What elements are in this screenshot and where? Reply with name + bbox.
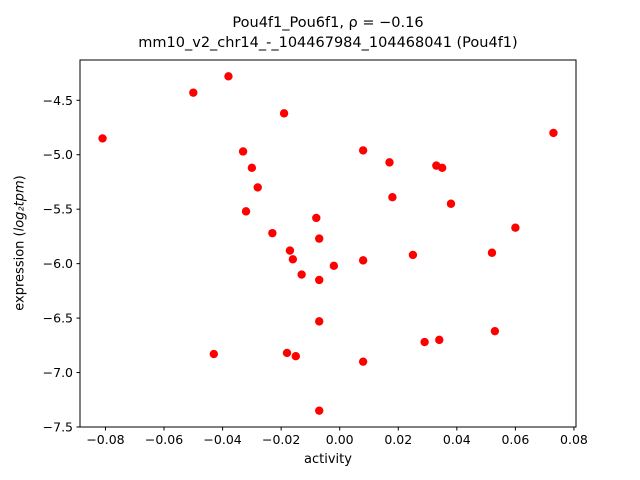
x-tick-label: 0.06	[501, 432, 529, 447]
data-point	[282, 348, 292, 358]
data-point	[549, 128, 558, 138]
y-axis-label-suffix: )	[12, 175, 28, 181]
data-point	[297, 270, 306, 279]
y-tick-label: −4.5	[43, 93, 73, 108]
data-point	[209, 349, 219, 359]
data-point	[291, 352, 300, 361]
data-point	[315, 317, 324, 326]
data-point	[446, 199, 456, 208]
data-point	[358, 146, 368, 155]
data-point	[253, 183, 262, 192]
axes-spines	[79, 59, 577, 428]
data-point	[224, 72, 233, 81]
data-point	[329, 261, 339, 271]
data-point	[238, 147, 248, 156]
y-tick-label: −5.5	[43, 202, 73, 217]
y-axis-label-math: log₂tpm	[12, 180, 28, 232]
data-point	[315, 406, 324, 415]
data-point	[98, 134, 107, 143]
y-tick-label: −7.5	[43, 420, 73, 435]
y-tick-label: −6.5	[43, 311, 73, 326]
x-tick-label: 0.00	[326, 432, 354, 447]
data-point	[312, 213, 321, 223]
data-point	[487, 248, 497, 257]
chart-title: Pou4f1_Pou6f1, ρ = −0.16	[232, 15, 424, 31]
data-point	[437, 163, 447, 173]
data-point	[388, 193, 397, 202]
data-point	[435, 335, 444, 345]
data-point	[490, 326, 500, 336]
data-point	[285, 246, 295, 255]
data-point	[247, 163, 257, 173]
data-point	[420, 337, 429, 347]
y-axis-label: expression (log₂tpm)	[13, 175, 28, 310]
y-tick-label: −6.0	[43, 256, 73, 271]
data-point	[511, 223, 520, 232]
x-tick-label: −0.06	[145, 432, 183, 447]
data-point	[315, 275, 324, 285]
x-tick-label: 0.04	[443, 432, 471, 447]
data-point	[385, 158, 394, 167]
data-point	[189, 88, 198, 97]
x-tick-label: −0.04	[203, 432, 241, 447]
data-point	[279, 109, 289, 118]
data-point	[358, 357, 368, 366]
x-axis-label: activity	[304, 452, 352, 467]
data-point	[268, 228, 277, 238]
x-tick-label: −0.02	[262, 432, 300, 447]
y-axis-label-prefix: expression (	[12, 231, 28, 311]
x-tick-label: −0.08	[86, 432, 124, 447]
chart-subtitle: mm10_v2_chr14_-_104467984_104468041 (Pou…	[138, 35, 518, 51]
data-point	[315, 234, 324, 243]
data-point	[408, 250, 418, 260]
x-tick-label: 0.02	[384, 432, 412, 447]
data-point	[241, 207, 251, 216]
data-point	[288, 255, 298, 264]
y-tick-label: −5.0	[43, 147, 73, 162]
data-point	[358, 256, 368, 265]
x-tick-label: 0.08	[560, 432, 588, 447]
y-tick-label: −7.0	[43, 365, 73, 380]
